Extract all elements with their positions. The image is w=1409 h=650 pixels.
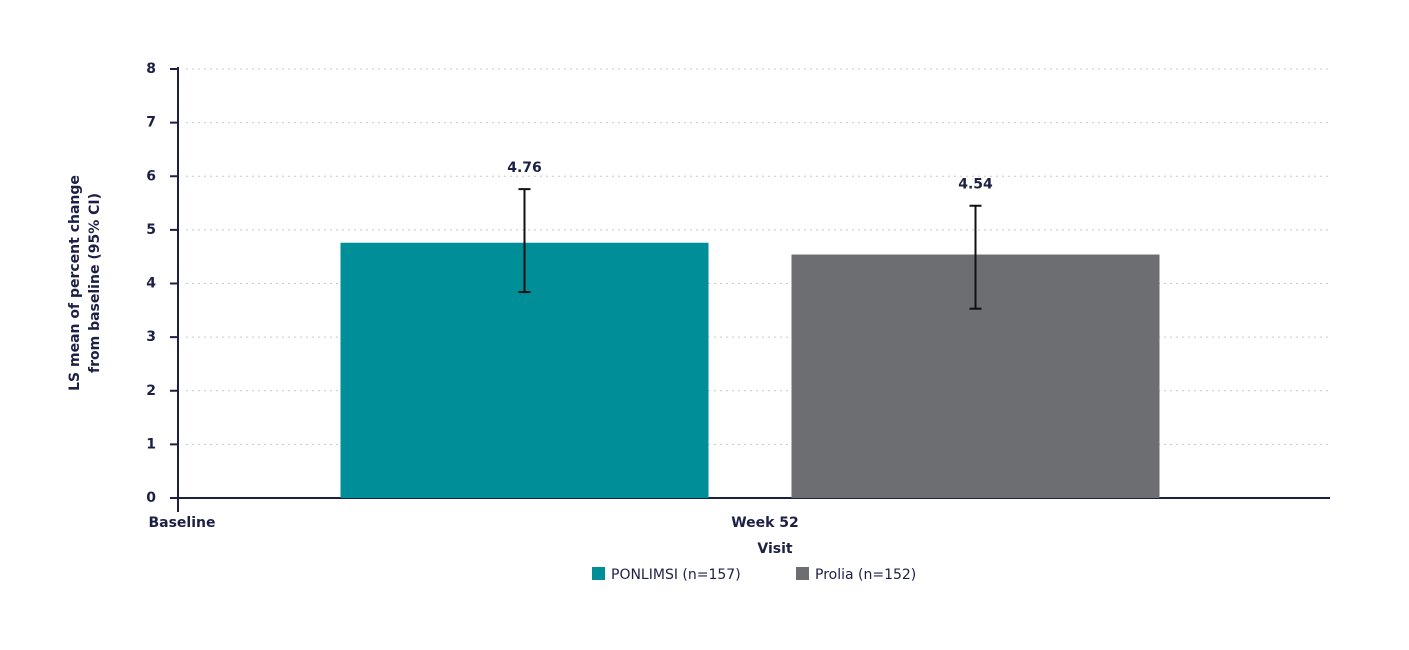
x-axis-title: Visit [757,541,793,557]
y-tick-label: 2 [146,383,156,399]
value-label: 4.76 [507,160,542,176]
y-axis-title: from baseline (95% CI) [87,193,103,373]
y-axis-title: LS mean of percent change [67,175,83,391]
y-tick-label: 0 [146,490,156,506]
y-tick-label: 8 [146,61,156,77]
y-tick-label: 1 [146,436,156,452]
y-tick-label: 6 [146,168,156,184]
x-tick-label: Baseline [148,515,215,531]
legend-swatch [796,567,809,580]
y-tick-label: 3 [146,329,156,345]
y-tick-label: 4 [146,276,156,292]
value-label: 4.54 [958,177,993,193]
legend-label: PONLIMSI (n=157) [611,567,741,583]
y-tick-label: 7 [146,115,156,131]
x-tick-label: Week 52 [731,515,799,531]
legend-swatch [592,567,605,580]
y-tick-label: 5 [146,222,156,238]
legend-label: Prolia (n=152) [815,567,916,583]
